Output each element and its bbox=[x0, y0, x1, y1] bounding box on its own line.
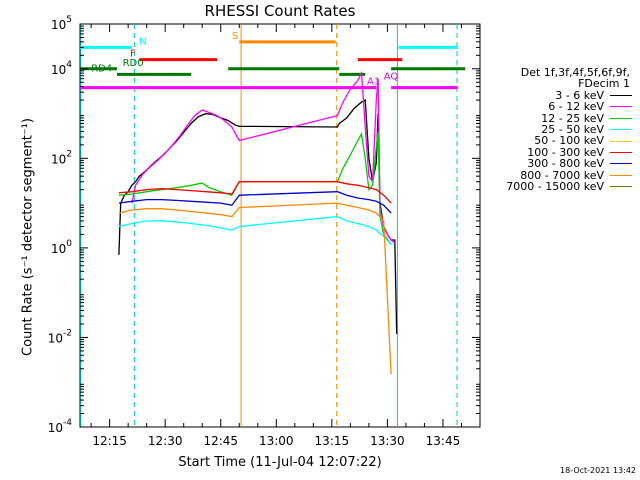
series-curves bbox=[118, 70, 398, 375]
x-axis-label: Start Time (11-Jul-04 12:07:22) bbox=[178, 455, 382, 470]
flag-label-rd4: RD4 bbox=[91, 63, 112, 74]
y-axis-ticks: 10-4 10-2 100 102 104 105 bbox=[48, 15, 480, 435]
legend-label: 7000 - 15000 keV bbox=[506, 180, 604, 194]
y-tick-label-2: 100 bbox=[51, 239, 72, 256]
y-tick-label-5: 105 bbox=[51, 15, 72, 32]
x-tick-label-1: 12:30 bbox=[148, 434, 183, 448]
flag-bars: NF S RD0 RD4 AQ A1 bbox=[80, 31, 466, 90]
legend-entry: 3 - 6 keV bbox=[482, 88, 632, 102]
flag-label-aq: AQ bbox=[384, 71, 399, 82]
legend-label: 50 - 100 keV bbox=[534, 134, 604, 148]
legend-entries: 3 - 6 keV 6 - 12 keV 12 - 25 keV 25 - 50 ke… bbox=[482, 88, 632, 192]
legend-label: 3 - 6 keV bbox=[555, 88, 604, 102]
legend-entry: 300 - 800 keV bbox=[482, 157, 632, 171]
legend-swatch bbox=[610, 106, 632, 108]
series-line-300-800-kev bbox=[118, 191, 392, 214]
y-axis-label: Count Rate (s⁻¹ detector segment⁻¹) bbox=[20, 118, 36, 356]
legend-entry: 800 - 7000 keV bbox=[482, 168, 632, 182]
flag-label-n: N bbox=[139, 36, 146, 47]
flag-label-a1: A1 bbox=[367, 77, 380, 88]
legend: Det 1f,3f,4f,5f,6f,9f, FDecim 1 3 - 6 ke… bbox=[482, 67, 632, 192]
flag-label-s: S bbox=[232, 31, 238, 42]
y-tick-label-4: 104 bbox=[51, 60, 72, 77]
x-tick-label-0: 12:15 bbox=[92, 434, 127, 448]
legend-swatch bbox=[610, 174, 632, 176]
legend-swatch bbox=[610, 129, 632, 131]
y-tick-label-3: 102 bbox=[51, 149, 72, 166]
chart-title: RHESSI Count Rates bbox=[204, 2, 356, 20]
flag-label-f: F bbox=[130, 49, 136, 60]
generation-timestamp: 18-Oct-2021 13:42 bbox=[560, 466, 636, 475]
legend-header-line-2: FDecim 1 bbox=[578, 77, 630, 91]
legend-swatch bbox=[610, 152, 632, 154]
plot-frame bbox=[79, 23, 481, 428]
legend-entry: 50 - 100 keV bbox=[482, 134, 632, 148]
legend-label: 300 - 800 keV bbox=[527, 157, 604, 171]
legend-label: 12 - 25 keV bbox=[541, 111, 604, 125]
vertical-markers bbox=[80, 24, 458, 427]
legend-entry: 12 - 25 keV bbox=[482, 111, 632, 125]
x-tick-label-3: 13:00 bbox=[259, 434, 294, 448]
flag-label-rd0: RD0 bbox=[123, 58, 144, 69]
legend-swatch bbox=[610, 140, 632, 142]
legend-label: 800 - 7000 keV bbox=[520, 168, 604, 182]
x-tick-label-4: 13:15 bbox=[315, 434, 350, 448]
series-line-6-12-kev bbox=[131, 70, 396, 244]
legend-entry: 25 - 50 keV bbox=[482, 124, 632, 135]
series-line-800-7000-kev bbox=[118, 202, 392, 375]
series-line-3-6-kev bbox=[118, 99, 398, 334]
legend-entry: 100 - 300 keV bbox=[482, 145, 632, 159]
legend-header-line-1: Det 1f,3f,4f,5f,6f,9f, bbox=[520, 66, 630, 79]
legend-label: 6 - 12 keV bbox=[548, 100, 604, 114]
y-tick-label-1: 10-2 bbox=[48, 328, 72, 345]
x-axis-ticks: 12:15 12:30 12:45 13:00 13:15 13:30 13:45 bbox=[90, 24, 462, 448]
legend-swatch bbox=[610, 117, 632, 119]
series-line-25-50-kev bbox=[118, 215, 392, 245]
legend-swatch bbox=[610, 186, 632, 188]
legend-label: 100 - 300 keV bbox=[527, 145, 604, 159]
legend-entry: 7000 - 15000 keV bbox=[482, 181, 632, 192]
legend-entry: 6 - 12 keV bbox=[482, 100, 632, 114]
legend-swatch bbox=[610, 95, 632, 97]
x-tick-label-2: 12:45 bbox=[203, 434, 238, 448]
series-line-100-300-kev bbox=[118, 181, 392, 204]
x-tick-label-6: 13:45 bbox=[426, 434, 461, 448]
legend-label: 25 - 50 keV bbox=[541, 123, 604, 137]
series-line-12-25-kev bbox=[118, 131, 392, 245]
x-tick-label-5: 13:30 bbox=[370, 434, 405, 448]
y-tick-label-0: 10-4 bbox=[48, 418, 73, 435]
legend-swatch bbox=[610, 163, 632, 165]
